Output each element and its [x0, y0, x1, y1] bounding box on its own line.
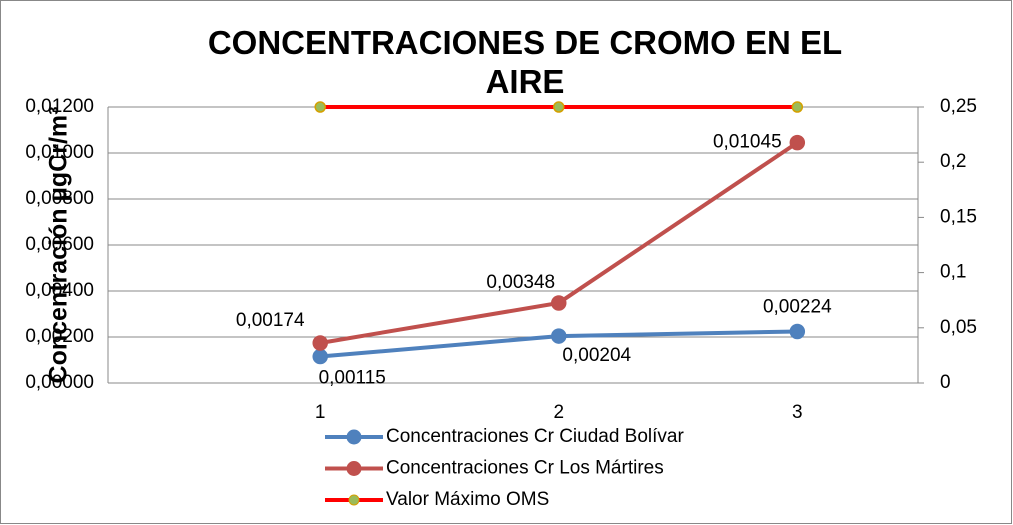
y2-tick-label: 0,2: [940, 151, 966, 172]
legend-marker: [346, 429, 362, 445]
x-tick-label: 1: [315, 402, 326, 423]
y2-tick-label: 0,25: [940, 96, 977, 117]
y-tick-label: 0,00800: [25, 188, 94, 209]
y-tick-label: 0,00400: [25, 280, 94, 301]
legend-label: Concentraciones Cr Ciudad Bolívar: [386, 426, 684, 447]
point-marker: [789, 134, 806, 151]
y-tick-label: 0,00600: [25, 234, 94, 255]
data-label: 0,00348: [486, 272, 555, 293]
y-tick-label: 0,01000: [25, 142, 94, 163]
point-marker: [791, 101, 804, 113]
data-label: 0,00204: [562, 345, 631, 366]
point-marker: [553, 101, 565, 113]
x-tick-label: 2: [553, 402, 564, 423]
data-label: 0,00115: [319, 368, 386, 389]
chart-title: CONCENTRACIONES DE CROMO EN EL AIRE: [208, 24, 842, 100]
y2-tick-label: 0,1: [940, 262, 966, 283]
y2-tick-label: 0,15: [940, 206, 977, 227]
point-marker: [789, 323, 806, 340]
legend-label: Concentraciones Cr Los Mártires: [386, 458, 664, 479]
y-tick-label: 0,01200: [25, 96, 94, 117]
point-marker: [312, 348, 328, 365]
y2-tick-label: 0: [940, 372, 951, 393]
y2-tick-label: 0,05: [940, 317, 977, 338]
point-marker: [312, 335, 328, 351]
y-tick-label: 0,00000: [25, 372, 94, 393]
legend-marker: [346, 461, 362, 476]
y-tick-label: 0,00200: [25, 326, 94, 347]
x-tick-label: 3: [792, 402, 803, 423]
legend-label: Valor Máximo OMS: [386, 489, 549, 510]
point-marker: [551, 328, 567, 344]
point-marker: [314, 101, 326, 113]
data-label: 0,00174: [236, 310, 305, 331]
point-marker: [551, 295, 567, 311]
data-label: 0,01045: [713, 132, 782, 153]
data-label: 0,00224: [763, 296, 832, 317]
legend-marker: [348, 494, 360, 506]
y-axis-label: Concentración µgCr/m³: [45, 107, 73, 384]
